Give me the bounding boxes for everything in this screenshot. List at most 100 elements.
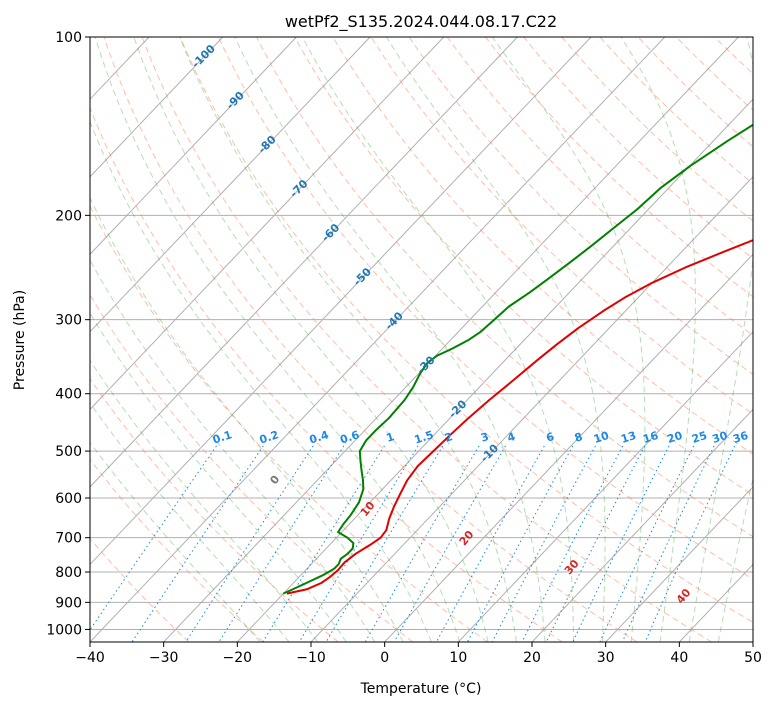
temperature-line (286, 239, 753, 595)
mixing-ratio-line (131, 445, 264, 642)
y-tick-label: 800 (55, 565, 82, 581)
moist-adiabat-line (717, 476, 753, 642)
x-tick-label: 10 (449, 650, 467, 666)
moist-adiabat-line (179, 37, 517, 642)
x-tick-label: 20 (523, 650, 541, 666)
dry-adiabat-line (103, 37, 638, 642)
mixing-ratio-line (90, 445, 217, 631)
isotherm-line (236, 98, 753, 642)
y-tick-label: 600 (55, 491, 82, 507)
moist-adiabat-line (491, 37, 646, 642)
dry-adiabat-line (90, 106, 563, 642)
x-tick-label: −10 (296, 650, 326, 666)
mixing-ratio-label: 8 (573, 430, 584, 445)
dry-adiabat-line (141, 37, 712, 642)
x-tick-label: −20 (223, 650, 253, 666)
dry-adiabat-line (90, 377, 339, 642)
y-tick-label: 500 (55, 444, 82, 460)
y-tick-label: 100 (55, 30, 82, 46)
y-tick-label: 300 (55, 313, 82, 329)
chart-title: wetPf2_S135.2024.044.08.17.C22 (285, 12, 557, 32)
mixing-ratio-line (491, 445, 596, 642)
dry-adiabat-line (485, 37, 753, 298)
isotherm-line (605, 486, 753, 642)
dry-adiabat-line (294, 37, 753, 496)
mixing-ratio-label: 0.2 (258, 428, 281, 446)
plot-area: -100-90-80-70-60-50-40-30-20-100.1 0.2 0.4… (90, 37, 753, 642)
moist-adiabat-line (386, 37, 606, 642)
isotherm-line (90, 37, 445, 411)
moist-adiabat-line (133, 37, 489, 642)
moist-adiabat-line (90, 312, 347, 642)
isotherm-line (457, 331, 753, 642)
x-tick-label: 0 (380, 650, 389, 666)
mixing-ratio-label: 16 (641, 429, 660, 446)
dry-adiabat-line (90, 204, 488, 642)
dewpoint-line (282, 123, 753, 595)
mixing-ratio-line (572, 445, 670, 642)
mixing-ratio-label: 2 (443, 430, 454, 445)
mixing-ratio-label: 6 (544, 430, 556, 445)
mixing-ratio-line (393, 445, 506, 642)
moist-adiabat-line (688, 37, 753, 642)
mixing-ratio-label: 0.6 (338, 428, 361, 446)
isotherm-line (90, 37, 666, 642)
mixing-ratio-label: 25 (690, 429, 709, 446)
mixing-ratio-label: 30 (711, 429, 730, 446)
moist-adiabat-line (94, 37, 461, 642)
mixing-ratio-label: 1 (385, 430, 396, 445)
mixing-ratio-label: 20 (666, 429, 685, 446)
dry-adiabat-line (90, 458, 264, 642)
y-tick-label: 200 (55, 208, 82, 224)
x-tick-label: 30 (597, 650, 615, 666)
x-tick-label: 40 (670, 650, 688, 666)
moist-adiabat-line (301, 37, 575, 642)
y-tick-label: 400 (55, 387, 82, 403)
isotherm-line (90, 37, 297, 256)
isotherm-line (90, 37, 224, 178)
isotherm-line (90, 37, 592, 566)
dry-adiabat-line (217, 37, 753, 580)
mixing-ratio-line (599, 445, 695, 642)
isotherm-line (90, 37, 371, 333)
mixing-ratio-line (644, 445, 736, 642)
y-tick-label: 900 (55, 595, 82, 611)
dry-adiabat-line (370, 37, 753, 415)
y-tick-label: 1000 (46, 622, 82, 638)
isotherm-line (384, 253, 753, 642)
moist-adiabat-line (234, 37, 546, 642)
mixing-ratio-label: 1.5 (413, 428, 436, 446)
mixing-ratio-line (262, 445, 385, 642)
moist-adiabat-line (620, 37, 696, 642)
mixing-ratio-line (621, 445, 715, 642)
dry-adiabat-line (90, 293, 414, 642)
moist-adiabat-line (90, 196, 404, 642)
moist-adiabat-line (90, 120, 432, 642)
plot-frame (89, 36, 754, 643)
x-tick-label: 50 (744, 650, 762, 666)
mixing-ratio-line (521, 445, 624, 642)
x-axis-title: Temperature (°C) (360, 681, 482, 697)
x-tick-label: −40 (75, 650, 105, 666)
axes: −40 −30 −20 −10 0 10 20 30 40 5010020030040050060… (46, 30, 762, 666)
isotherm-line (90, 37, 518, 488)
mixing-ratio-label: 4 (506, 430, 518, 445)
dry-adiabat-line (446, 37, 753, 336)
mixing-ratio-line (545, 445, 646, 642)
mixing-ratio-label: 0.1 (211, 428, 234, 446)
dry-adiabat-line (637, 37, 753, 148)
dry-adiabat-line (599, 37, 753, 185)
isotherm-line (163, 37, 739, 642)
mixing-ratio-line (298, 445, 419, 642)
mixing-ratio-label: 13 (619, 429, 638, 446)
y-axis-title: Pressure (hPa) (12, 290, 28, 390)
mixing-ratio-label: 36 (731, 429, 750, 446)
y-tick-label: 700 (55, 531, 82, 547)
x-tick-label: −30 (149, 650, 179, 666)
mixing-ratio-line (364, 445, 480, 642)
dry-adiabat-line (332, 37, 753, 455)
mixing-ratio-label: 0.4 (308, 428, 331, 446)
mixing-ratio-label: 10 (592, 429, 611, 446)
dry-adiabat-line (179, 37, 753, 623)
